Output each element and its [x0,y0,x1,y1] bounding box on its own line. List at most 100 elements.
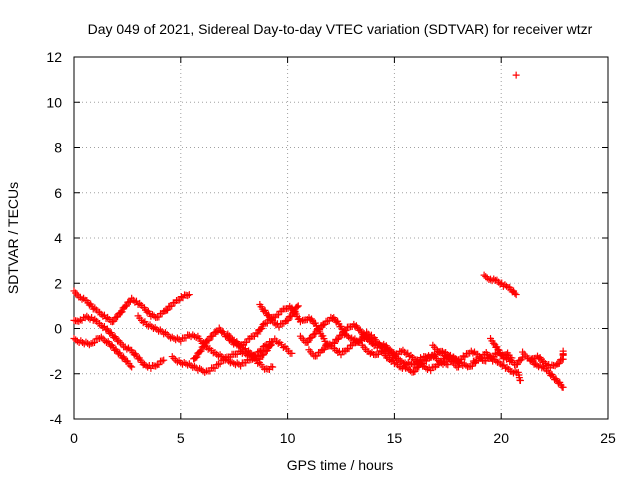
data-point [237,362,245,370]
y-tick-label: 2 [54,275,62,291]
data-point [193,353,201,361]
series-track-3 [70,333,136,371]
data-point [477,354,485,362]
series-track-4 [134,312,296,370]
data-point [102,315,110,323]
data-point [358,336,366,344]
data-point [320,345,328,353]
data-point [168,353,176,361]
data-point [344,333,352,341]
data-point [483,274,491,282]
data-point [258,324,266,332]
data-point [461,353,469,361]
data-point [256,355,264,363]
x-tick-label: 0 [70,430,78,446]
data-point [435,360,443,368]
data-point [185,291,193,299]
data-point [398,358,406,366]
data-point [513,360,521,368]
data-point [406,367,414,375]
data-point [304,338,312,346]
data-point [506,358,514,366]
data-point [177,293,185,301]
data-point [275,311,283,319]
axis-ticks [73,56,609,420]
data-point [499,355,507,363]
data-point [254,330,262,338]
data-point [501,364,509,372]
data-point [427,367,435,375]
series-track-17 [519,348,567,391]
data-point [516,377,524,385]
data-point [334,335,342,343]
data-point [290,308,298,316]
data-point [168,302,176,310]
data-point [404,359,412,367]
data-point [196,348,204,356]
data-point [275,323,283,331]
x-tick-label: 10 [280,430,296,446]
data-point [288,349,296,357]
data-point [155,313,163,321]
data-point [324,341,332,349]
data-point [263,347,271,355]
data-point [192,334,200,342]
data-point [462,361,470,369]
series-outlier [512,71,520,79]
data-point [400,363,408,371]
data-point [284,316,292,324]
x-tick-labels: 0 5 10 15 20 25 [70,430,616,446]
series-track-6 [190,302,304,363]
data-point [177,337,185,345]
y-tick-label: 8 [54,140,62,156]
data-point [158,357,166,365]
data-point [197,347,205,355]
data-point [102,339,110,347]
data-point [308,334,316,342]
data-point [367,337,375,345]
data-point [253,354,261,362]
data-point [110,317,118,325]
x-tick-label: 15 [387,430,403,446]
data-point [75,317,83,325]
data-point [260,351,268,359]
data-point [205,336,213,344]
data-point [114,313,122,321]
data-point [199,343,207,351]
data-point [211,364,219,372]
data-point [313,352,321,360]
data-point [216,360,224,368]
data-point [91,339,99,347]
data-point [209,332,217,340]
data-point [200,342,208,350]
y-axis-label: SDTVAR / TECUs [5,182,21,294]
data-point [97,333,105,341]
data-point [294,302,302,310]
y-tick-label: -2 [50,366,63,382]
data-point [291,307,299,315]
data-point [411,367,419,375]
data-point [204,345,212,353]
data-point [155,360,163,368]
data-point [390,360,398,368]
series-track-5 [168,347,277,376]
x-axis-label: GPS time / hours [287,457,394,473]
data-point [164,306,172,314]
y-tick-label: 6 [54,185,62,201]
data-point [417,354,425,362]
data-point [173,358,181,366]
data-point [269,338,277,346]
data-point [559,347,567,355]
data-point [338,331,346,339]
data-point [279,344,287,351]
series-track-15 [487,334,516,363]
x-tick-label: 5 [177,430,185,446]
data-point [512,71,520,79]
y-tick-label: 12 [46,49,62,65]
data-point [128,363,136,371]
data-point [454,363,462,371]
y-tick-label: -4 [50,411,63,427]
data-point [555,359,563,367]
data-point [160,356,168,364]
